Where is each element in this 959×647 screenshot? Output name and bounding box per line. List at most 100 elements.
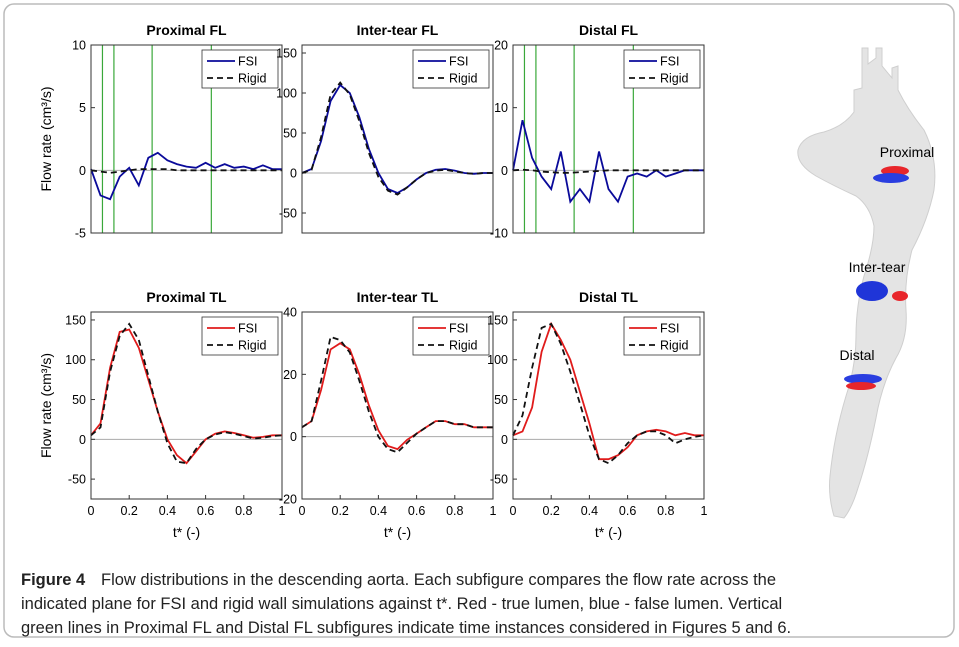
legend-label: FSI xyxy=(660,55,679,69)
legend-label: Rigid xyxy=(660,72,689,86)
axes-frame xyxy=(301,311,494,500)
subplot: Distal FL -10 0 10 20 FSI Rigid xyxy=(490,22,705,241)
y-tick-label: 10 xyxy=(72,39,86,53)
x-tick-label: 0 xyxy=(88,504,95,518)
y-tick-label: -5 xyxy=(75,227,86,241)
y-axis-label: Flow rate (cm³/s) xyxy=(38,87,54,192)
y-tick-label: 20 xyxy=(283,368,297,382)
legend-box xyxy=(412,316,490,356)
legend-label: Rigid xyxy=(238,339,267,353)
y-tick-label: -50 xyxy=(279,207,297,221)
plane-label: Distal xyxy=(839,347,874,363)
series-line xyxy=(90,322,283,465)
x-tick-label: 0.6 xyxy=(408,504,425,518)
subplot: Proximal TL -50 0 50 100 150 0 0.2 0.4 0.6 0.8 1 FSI… xyxy=(38,289,286,540)
x-tick-label: 0.4 xyxy=(370,504,387,518)
y-tick-label: 0 xyxy=(79,164,86,178)
caption-label: Figure 4 xyxy=(21,571,86,589)
x-tick-label: 0.2 xyxy=(121,504,138,518)
plane-label: Proximal xyxy=(880,144,934,160)
axes-frame xyxy=(301,44,494,234)
y-tick-label: 50 xyxy=(283,127,297,141)
subplot-title: Inter-tear TL xyxy=(357,289,439,305)
x-tick-label: 0.4 xyxy=(159,504,176,518)
legend-label: Rigid xyxy=(660,339,689,353)
x-tick-label: 0.6 xyxy=(197,504,214,518)
caption-text: green lines in Proximal FL and Distal FL… xyxy=(21,619,791,637)
y-tick-label: 5 xyxy=(79,101,86,115)
series-line xyxy=(512,321,704,461)
y-tick-label: -50 xyxy=(490,473,508,487)
x-axis-label: t* (-) xyxy=(173,524,200,540)
y-tick-label: 100 xyxy=(65,353,86,367)
y-tick-label: 150 xyxy=(487,313,508,327)
legend-box xyxy=(623,316,701,356)
x-tick-label: 0 xyxy=(510,504,517,518)
legend: FSI Rigid xyxy=(201,49,279,89)
x-axis-label: t* (-) xyxy=(595,524,622,540)
subplot: Inter-tear FL -50 0 50 100 150 FSI Rigid xyxy=(276,22,494,234)
subplot-title: Distal FL xyxy=(579,22,639,38)
x-tick-label: 0.8 xyxy=(446,504,463,518)
y-tick-label: 0 xyxy=(290,167,297,181)
axes-frame xyxy=(512,311,705,500)
legend: FSI Rigid xyxy=(412,49,490,89)
y-tick-label: -10 xyxy=(490,227,508,241)
y-tick-label: 0 xyxy=(79,433,86,447)
legend-label: FSI xyxy=(238,55,257,69)
caption-text: indicated plane for FSI and rigid wall s… xyxy=(21,595,782,613)
fl-plane xyxy=(844,374,882,384)
series-line xyxy=(301,81,493,196)
y-tick-label: 100 xyxy=(276,87,297,101)
legend-label: FSI xyxy=(238,322,257,336)
series-line xyxy=(512,119,704,204)
fl-plane xyxy=(856,281,888,301)
fl-plane xyxy=(873,173,909,183)
subplot-title: Proximal TL xyxy=(146,289,227,305)
series-line xyxy=(90,168,282,174)
series-line xyxy=(512,322,705,465)
legend-label: Rigid xyxy=(449,339,478,353)
legend: FSI Rigid xyxy=(412,316,490,356)
y-tick-label: 0 xyxy=(501,433,508,447)
y-tick-label: 0 xyxy=(290,430,297,444)
subplot-title: Distal TL xyxy=(579,289,639,305)
subplot-title: Proximal FL xyxy=(146,22,227,38)
legend: FSI Rigid xyxy=(623,316,701,356)
y-axis-label: Flow rate (cm³/s) xyxy=(38,353,54,458)
y-tick-label: 10 xyxy=(494,101,508,115)
y-tick-label: 50 xyxy=(72,393,86,407)
y-tick-label: 150 xyxy=(276,47,297,61)
x-tick-label: 1 xyxy=(701,504,708,518)
legend-label: FSI xyxy=(449,55,468,69)
series-line xyxy=(301,335,493,454)
legend: FSI Rigid xyxy=(623,49,701,89)
x-tick-label: 0.2 xyxy=(543,504,560,518)
subplot: Proximal FL -5 0 5 10 FSI Rigid Flow rate (cm³/… xyxy=(38,22,283,241)
x-tick-label: 0.2 xyxy=(332,504,349,518)
y-tick-label: -50 xyxy=(68,473,86,487)
y-tick-label: 0 xyxy=(501,164,508,178)
x-tick-label: 1 xyxy=(490,504,497,518)
legend-label: FSI xyxy=(660,322,679,336)
caption-text: Flow distributions in the descending aor… xyxy=(101,571,776,589)
legend-box xyxy=(623,49,701,89)
y-tick-label: 100 xyxy=(487,353,508,367)
y-tick-label: 20 xyxy=(494,39,508,53)
plane-label: Inter-tear xyxy=(849,259,906,275)
tl-plane xyxy=(846,382,876,390)
y-tick-label: 40 xyxy=(283,306,297,320)
series-line xyxy=(512,168,704,174)
tl-plane xyxy=(892,291,908,301)
y-tick-label: 150 xyxy=(65,313,86,327)
legend: FSI Rigid xyxy=(201,316,279,356)
x-tick-label: 1 xyxy=(279,504,286,518)
subplot: Distal TL -50 0 50 100 150 0 0.2 0.4 0.6 0.8 1 FSI Ri… xyxy=(487,289,707,540)
x-tick-label: 0.8 xyxy=(657,504,674,518)
axes-frame xyxy=(90,311,283,500)
x-tick-label: 0.4 xyxy=(581,504,598,518)
x-axis-label: t* (-) xyxy=(384,524,411,540)
x-tick-label: 0.8 xyxy=(235,504,252,518)
